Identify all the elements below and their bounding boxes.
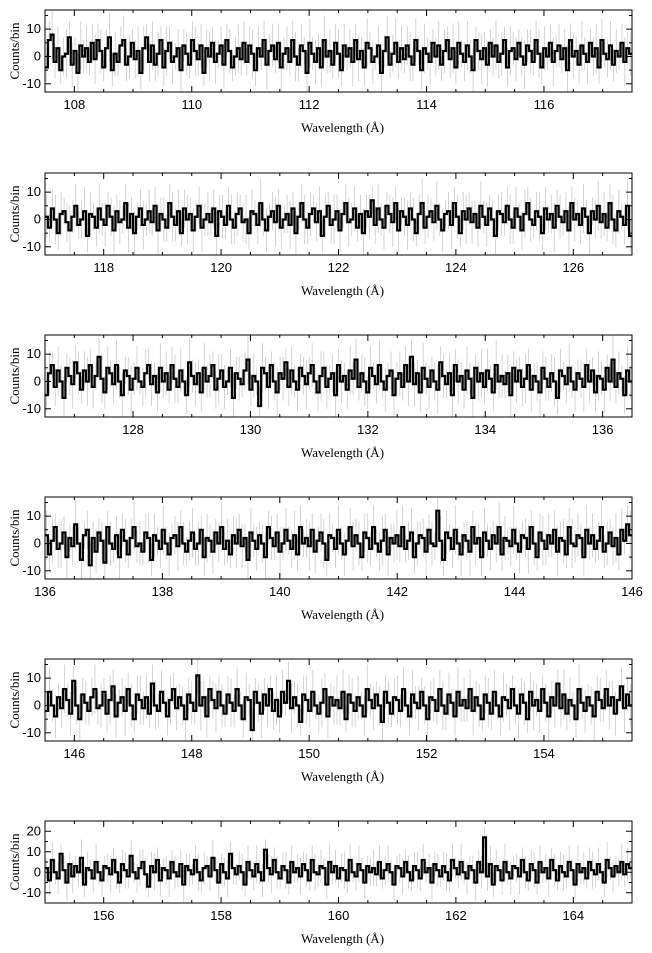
y-axis-title: Counts/bin <box>7 509 22 567</box>
y-axis-title: Counts/bin <box>7 833 22 891</box>
y-tick-label: -10 <box>22 725 41 740</box>
x-tick-label: 124 <box>445 260 467 275</box>
x-tick-label: 108 <box>63 97 85 112</box>
y-tick-label: 20 <box>27 823 41 838</box>
x-tick-label: 152 <box>416 746 438 761</box>
x-tick-label: 146 <box>621 584 643 599</box>
y-tick-label: -10 <box>22 76 41 91</box>
x-axis-title: Wavelength (Å) <box>301 445 384 460</box>
x-tick-label: 150 <box>298 746 320 761</box>
x-tick-label: 148 <box>181 746 203 761</box>
x-axis-title: Wavelength (Å) <box>301 769 384 784</box>
x-tick-label: 130 <box>240 422 262 437</box>
y-tick-label: 10 <box>27 844 41 859</box>
y-tick-label: 10 <box>27 508 41 523</box>
x-tick-label: 128 <box>122 422 144 437</box>
x-tick-label: 118 <box>93 260 114 275</box>
x-axis-title: Wavelength (Å) <box>301 607 384 622</box>
x-tick-label: 142 <box>386 584 408 599</box>
x-tick-label: 164 <box>562 908 584 923</box>
x-tick-label: 134 <box>474 422 496 437</box>
x-tick-label: 154 <box>533 746 555 761</box>
x-tick-label: 132 <box>357 422 379 437</box>
panel-3: 128 130 132 134 136 -10 0 10 Wavelength (Å) Count… <box>7 334 633 460</box>
x-tick-label: 114 <box>416 97 437 112</box>
histogram-series <box>45 355 632 408</box>
y-axis-title: Counts/bin <box>7 347 22 405</box>
y-tick-label: -10 <box>22 239 41 254</box>
x-tick-label: 126 <box>562 260 584 275</box>
y-tick-label: 0 <box>34 864 41 879</box>
y-tick-label: -10 <box>22 885 41 900</box>
histogram-series <box>45 836 632 888</box>
x-tick-label: 140 <box>269 584 291 599</box>
panel-5: 146 148 150 152 154 -10 0 10 Wavelength (Å) Count… <box>7 658 633 784</box>
x-axis-title: Wavelength (Å) <box>301 931 384 946</box>
panel-4: 136 138 140 142 144 146 -10 0 10 Wavelength (Å) Co… <box>7 496 643 622</box>
y-tick-label: 0 <box>34 373 41 388</box>
histogram-series <box>45 33 632 74</box>
y-tick-label: 10 <box>27 21 41 36</box>
y-tick-label: -10 <box>22 563 41 578</box>
y-tick-label: 10 <box>27 346 41 361</box>
x-tick-label: 156 <box>93 908 115 923</box>
x-tick-label: 136 <box>592 422 614 437</box>
error-bars <box>46 335 631 417</box>
x-axis-title: Wavelength (Å) <box>301 120 384 135</box>
panel-6: 156 158 160 162 164 -10 0 10 20 Wavelength (Å) Cou… <box>7 820 633 946</box>
histogram-series <box>45 509 632 567</box>
error-bars <box>46 497 631 579</box>
x-tick-label: 120 <box>210 260 232 275</box>
error-bars <box>46 827 631 903</box>
y-axis-title: Counts/bin <box>7 671 22 729</box>
y-tick-label: 0 <box>34 48 41 63</box>
panel-1: 108 110 112 114 116 -10 0 10 Wavelength (Å) Count… <box>7 9 633 135</box>
x-tick-label: 160 <box>328 908 350 923</box>
x-tick-label: 110 <box>181 97 202 112</box>
histogram-series <box>45 199 632 237</box>
histogram-series <box>45 674 632 732</box>
x-tick-label: 146 <box>63 746 85 761</box>
x-tick-label: 122 <box>328 260 350 275</box>
panel-2: 118 120 122 124 126 -10 0 10 Wavelength (Å) Count… <box>7 172 633 298</box>
x-tick-label: 112 <box>299 97 320 112</box>
x-tick-label: 138 <box>152 584 174 599</box>
x-tick-label: 162 <box>445 908 467 923</box>
y-tick-label: 10 <box>27 670 41 685</box>
y-tick-label: 0 <box>34 211 41 226</box>
y-tick-label: 10 <box>27 184 41 199</box>
x-tick-label: 158 <box>210 908 232 923</box>
x-axis-title: Wavelength (Å) <box>301 283 384 298</box>
y-axis-title: Counts/bin <box>7 185 22 243</box>
y-tick-label: 0 <box>34 697 41 712</box>
x-tick-label: 136 <box>34 584 56 599</box>
y-tick-label: 0 <box>34 535 41 550</box>
y-tick-label: -10 <box>22 401 41 416</box>
x-tick-label: 144 <box>504 584 526 599</box>
y-axis-title: Counts/bin <box>7 22 22 80</box>
x-tick-label: 116 <box>534 97 555 112</box>
